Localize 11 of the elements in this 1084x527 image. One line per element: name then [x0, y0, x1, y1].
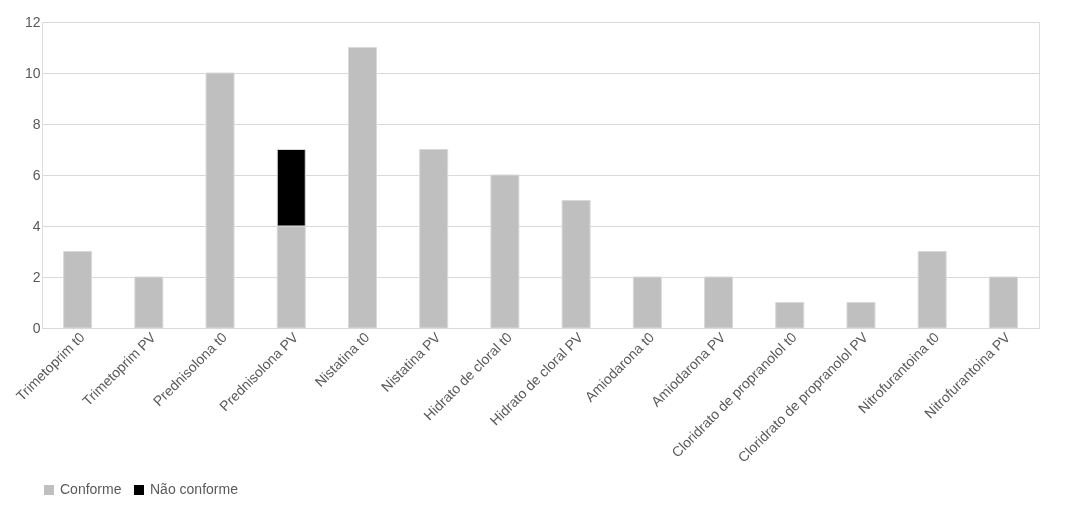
bar	[775, 302, 805, 329]
y-tick-label: 2	[32, 268, 41, 285]
y-tick-label: 0	[32, 319, 41, 336]
legend-label: Conforme	[60, 481, 122, 497]
bar	[846, 302, 876, 329]
y-tick-label: 8	[32, 115, 41, 132]
y-tick-label: 12	[24, 13, 41, 30]
y-tick-label: 4	[32, 217, 41, 234]
legend-label: Não conforme	[150, 481, 239, 497]
y-tick-label: 6	[32, 166, 41, 183]
y-tick-label: 10	[24, 64, 41, 81]
